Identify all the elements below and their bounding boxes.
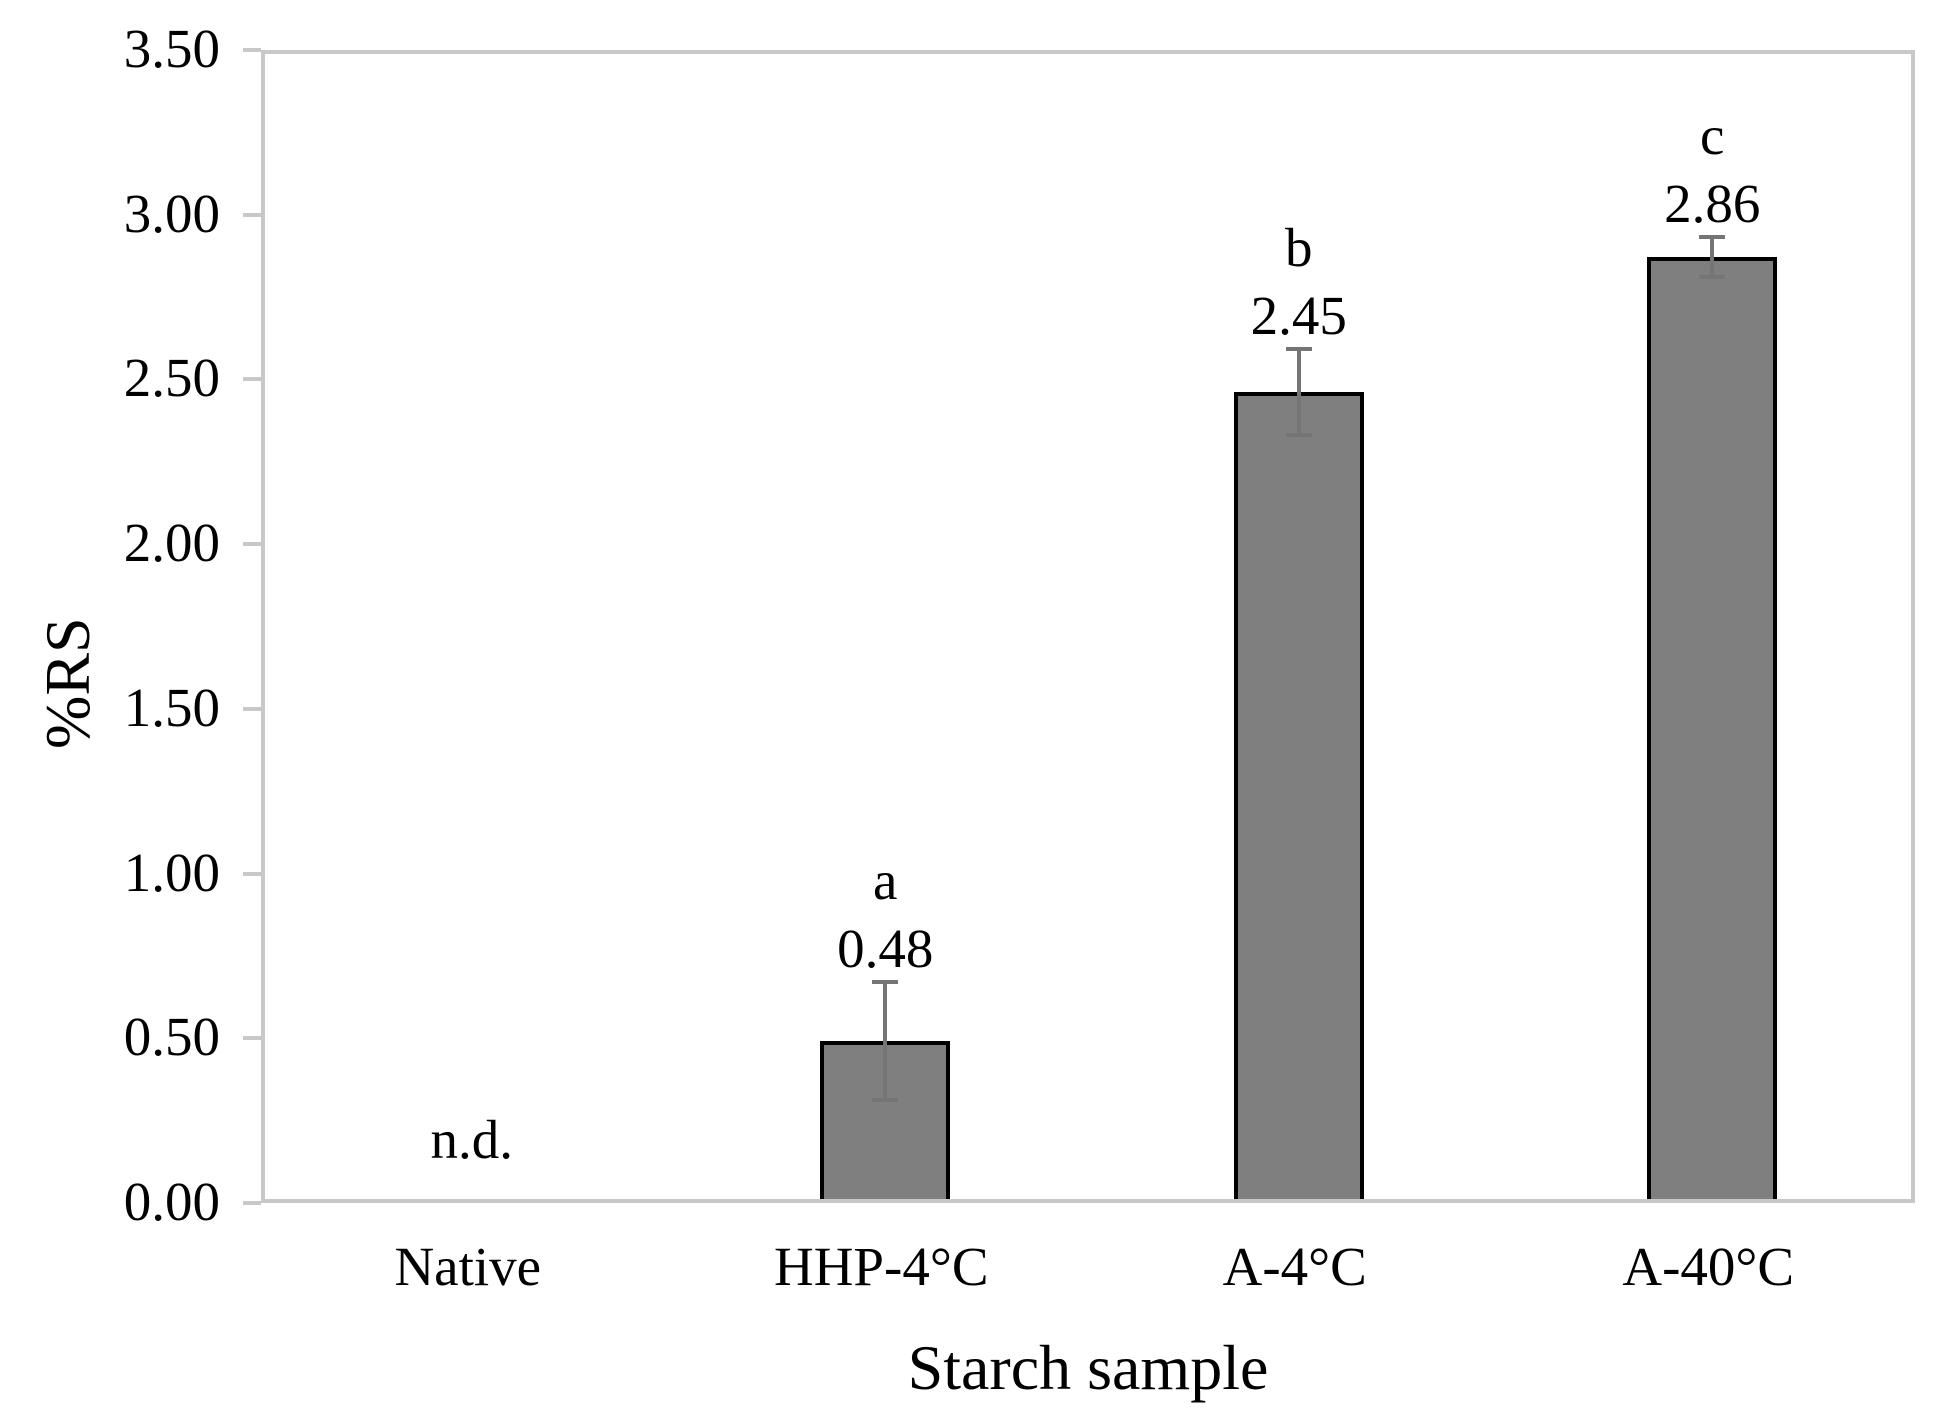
y-tick-mark (243, 871, 261, 876)
y-tick-label: 1.50 (123, 676, 220, 738)
bar-a-40-c (1647, 256, 1778, 1199)
nd-label: n.d. (430, 1109, 514, 1170)
bar-a-4-c (1233, 391, 1364, 1199)
y-tick-mark (243, 377, 261, 382)
y-tick-mark (243, 1036, 261, 1041)
error-bar-cap-top (1285, 347, 1312, 352)
error-bar-cap-top (1699, 235, 1726, 240)
x-category-label: A-4°C (1222, 1236, 1367, 1297)
significance-letter: b (1285, 217, 1313, 279)
y-tick-label: 0.00 (123, 1171, 220, 1232)
error-bar-line (1296, 349, 1301, 435)
bar-value-label: 2.45 (1250, 285, 1347, 347)
x-category-label: Native (394, 1236, 542, 1297)
error-bar-cap-bottom (872, 1098, 899, 1103)
bar-value-label: 0.48 (837, 917, 934, 979)
error-bar-cap-bottom (1285, 432, 1312, 437)
x-axis-title: Starch sample (907, 1332, 1269, 1403)
error-bar-cap-top (872, 979, 899, 984)
error-bar-line (1710, 237, 1715, 277)
y-tick-mark (243, 706, 261, 711)
y-tick-label: 0.50 (123, 1006, 220, 1068)
y-tick-mark (243, 212, 261, 217)
significance-letter: a (873, 849, 898, 911)
error-bar-line (883, 981, 888, 1101)
y-tick-label: 2.50 (123, 347, 220, 409)
y-tick-label: 2.00 (123, 512, 220, 574)
y-tick-label: 3.00 (123, 182, 220, 244)
y-tick-mark (243, 1201, 261, 1205)
y-tick-mark (243, 48, 261, 52)
y-tick-mark (243, 542, 261, 547)
error-bar-cap-bottom (1699, 274, 1726, 279)
x-category-label: HHP-4°C (773, 1236, 989, 1297)
plot-area: n.d. 0.48 a 2.45 b 2.86 c (261, 50, 1915, 1203)
x-category-label: A-40°C (1622, 1236, 1795, 1297)
y-tick-label: 1.00 (123, 841, 220, 903)
y-tick-label: 3.50 (123, 18, 220, 79)
bar-value-label: 2.86 (1664, 173, 1761, 235)
significance-letter: c (1700, 105, 1725, 167)
